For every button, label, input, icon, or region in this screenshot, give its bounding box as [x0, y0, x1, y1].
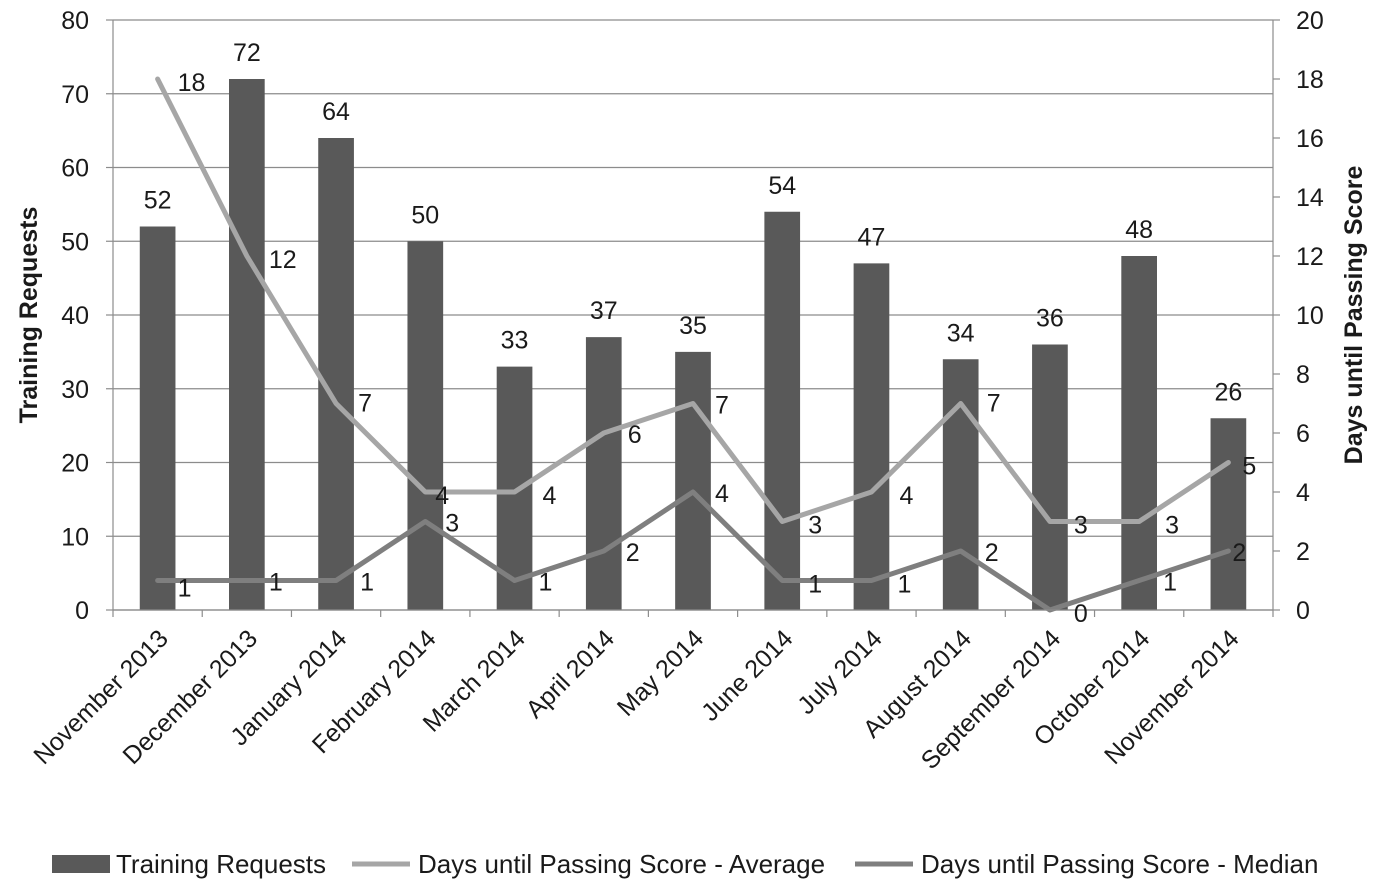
x-tick-label: May 2014	[612, 624, 710, 722]
y-tick-label: 80	[61, 7, 89, 35]
bar	[318, 138, 354, 610]
x-tick-label: April 2014	[521, 624, 620, 723]
bar-data-label: 33	[501, 327, 529, 355]
y2-axis-title: Days until Passing Score	[1340, 166, 1368, 465]
legend-label: Days until Passing Score - Average	[418, 849, 825, 879]
line-data-label: 5	[1242, 453, 1256, 481]
bar-data-label: 26	[1214, 378, 1242, 406]
bar	[1032, 344, 1068, 610]
x-tick-label: June 2014	[696, 624, 798, 726]
line-data-label: 1	[897, 571, 911, 599]
bar-data-label: 34	[947, 319, 975, 347]
line-data-label: 1	[539, 569, 553, 597]
legend-swatch	[52, 855, 110, 873]
gridlines	[113, 19, 1273, 611]
legend-label: Days until Passing Score - Median	[921, 849, 1318, 879]
line-data-label: 12	[269, 246, 297, 274]
line-data-label: 1	[360, 569, 374, 597]
y2-tick-label: 6	[1296, 420, 1310, 448]
line-data-label: 0	[1074, 600, 1088, 628]
bar-data-label: 37	[590, 297, 618, 325]
line-data-label: 1	[1163, 569, 1177, 597]
bar-data-label: 72	[233, 39, 261, 67]
y2-tick-label: 4	[1296, 479, 1310, 507]
y-tick-label: 70	[61, 81, 89, 109]
line-data-label: 1	[269, 569, 283, 597]
y2-tick-label: 10	[1296, 302, 1324, 330]
line-data-label: 18	[178, 69, 206, 97]
line-data-label: 6	[628, 421, 642, 449]
bar	[764, 211, 801, 610]
line-data-label: 4	[715, 480, 729, 508]
y-tick-label: 30	[61, 376, 89, 404]
line-data-label: 4	[543, 482, 557, 510]
bar-data-label: 54	[768, 172, 796, 200]
bar-data-label: 47	[858, 223, 886, 251]
line-data-label: 1	[178, 575, 192, 603]
bar-series	[139, 79, 1247, 610]
bar	[496, 366, 533, 610]
y-tick-label: 0	[75, 597, 89, 625]
bar	[585, 337, 622, 610]
y-tick-label: 60	[61, 155, 89, 183]
bar-data-label: 52	[144, 187, 172, 215]
bar-data-label: 64	[322, 98, 350, 126]
line-data-label: 1	[808, 571, 822, 599]
y2-tick-label: 14	[1296, 184, 1324, 212]
bar-data-label: 35	[679, 312, 707, 340]
line-data-label: 3	[1165, 512, 1179, 540]
bar	[675, 351, 711, 610]
bar	[139, 226, 176, 610]
y2-tick-label: 18	[1296, 66, 1324, 94]
y2-tick-label: 12	[1296, 243, 1324, 271]
bar-data-label: 48	[1125, 216, 1153, 244]
line-data-label: 2	[985, 539, 999, 567]
line-data-label: 4	[899, 482, 913, 510]
line-data-label: 2	[1232, 539, 1246, 567]
line-data-label: 3	[1074, 512, 1088, 540]
y2-tick-label: 8	[1296, 361, 1310, 389]
y2-tick-label: 0	[1296, 597, 1310, 625]
bar	[1121, 256, 1157, 610]
y2-tick-label: 20	[1296, 7, 1324, 35]
y-tick-label: 40	[61, 302, 89, 330]
bar-data-label: 50	[411, 201, 439, 229]
y2-tick-label: 16	[1296, 125, 1324, 153]
line-data-label: 7	[358, 390, 372, 418]
bar	[853, 263, 890, 610]
line-data-label: 2	[626, 539, 640, 567]
bar-data-label: 36	[1036, 305, 1064, 333]
y-tick-label: 10	[61, 523, 89, 551]
y-tick-label: 50	[61, 228, 89, 256]
line-data-label: 4	[435, 482, 449, 510]
bar	[229, 79, 265, 610]
legend: Training Requests Days until Passing Scor…	[52, 849, 1318, 879]
line-data-label: 7	[987, 390, 1001, 418]
x-tick-label: July 2014	[792, 624, 888, 720]
series-line	[155, 76, 1231, 524]
bar	[1210, 418, 1247, 610]
line-data-label: 3	[445, 510, 459, 538]
bar	[407, 241, 444, 610]
y-tick-label: 20	[61, 450, 89, 478]
line-data-label: 3	[808, 512, 822, 540]
bar	[942, 359, 979, 610]
legend-label: Training Requests	[116, 849, 326, 879]
line-data-label: 7	[715, 392, 729, 420]
y2-tick-label: 2	[1296, 538, 1310, 566]
y-axis-title: Training Requests	[15, 207, 43, 424]
